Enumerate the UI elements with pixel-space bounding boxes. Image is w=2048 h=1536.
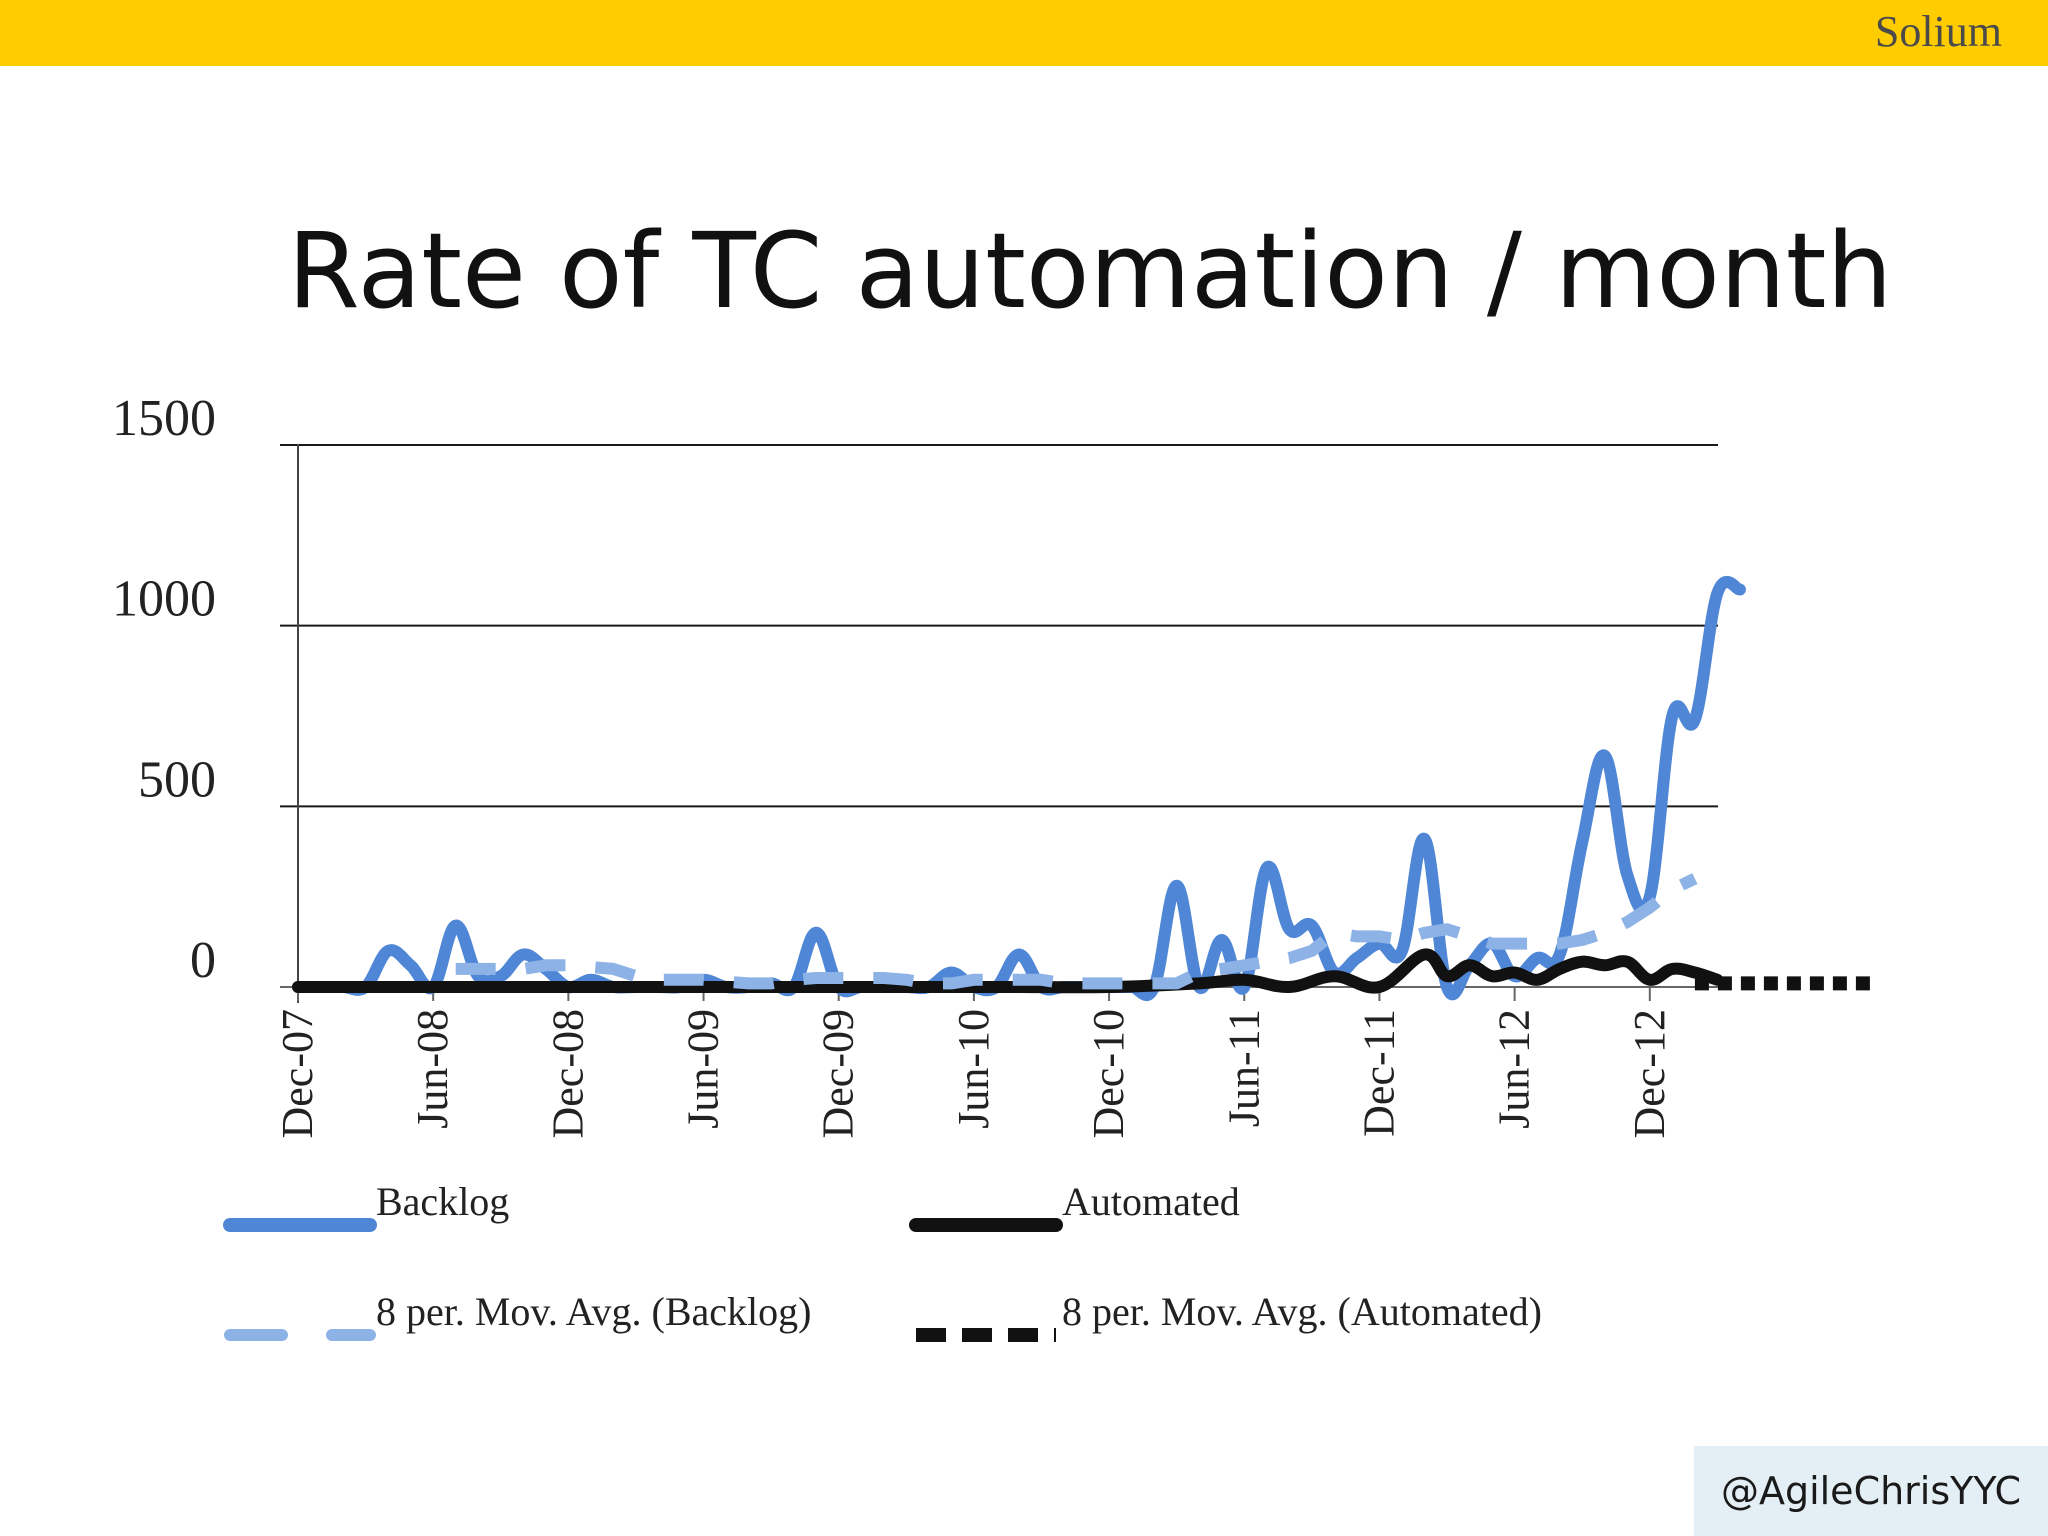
grid-layer: [280, 444, 1718, 808]
y-tick-label: 0: [190, 932, 216, 989]
header-bar: [0, 0, 2048, 66]
x-tick-label: Jun-10: [949, 1009, 998, 1129]
brand-logo-text: Solium: [1874, 7, 2002, 56]
label-layer: 0 500 1000 1500 Dec-07 Jun-08 Dec-08 Jun-09 Dec-…: [112, 390, 1674, 1139]
x-tick-label: Dec-09: [814, 1009, 863, 1139]
twitter-handle: @AgileChrisYYC: [1694, 1446, 2048, 1536]
x-tick-label: Dec-11: [1354, 1009, 1403, 1137]
axis-layer: [280, 444, 1718, 1003]
x-tick-label: Dec-08: [543, 1009, 592, 1139]
legend-label-4: 8 per. Mov. Avg. (Automated): [1062, 1289, 1542, 1334]
chart-title: Rate of TC automation / month: [287, 210, 1893, 332]
legend-layer: Backlog Automated 8 per. Mov. Avg. (Backlo…: [223, 1179, 1542, 1342]
x-tick-label: Jun-08: [408, 1009, 457, 1129]
series-line-2: [292, 948, 1724, 994]
x-tick-label: Jun-09: [679, 1009, 728, 1129]
y-tick-label: 500: [138, 751, 216, 808]
x-tick-label: Dec-07: [273, 1009, 322, 1139]
y-tick-label: 1500: [112, 390, 216, 447]
series-layer: [292, 576, 1876, 1001]
x-tick-label: Jun-11: [1219, 1009, 1268, 1127]
x-tick-label: Dec-12: [1625, 1009, 1674, 1139]
legend-label-3: 8 per. Mov. Avg. (Backlog): [376, 1289, 812, 1334]
legend-label-2: Automated: [1062, 1179, 1240, 1224]
series-line-1: [292, 576, 1746, 1001]
legend-label-1: Backlog: [376, 1179, 509, 1224]
x-tick-label: Jun-12: [1490, 1009, 1539, 1129]
chart: 0 500 1000 1500 Dec-07 Jun-08 Dec-08 Jun-09 Dec-…: [112, 390, 1876, 1342]
x-tick-label: Dec-10: [1084, 1009, 1133, 1139]
series-line-3: [455, 873, 1698, 990]
y-tick-label: 1000: [112, 571, 216, 628]
